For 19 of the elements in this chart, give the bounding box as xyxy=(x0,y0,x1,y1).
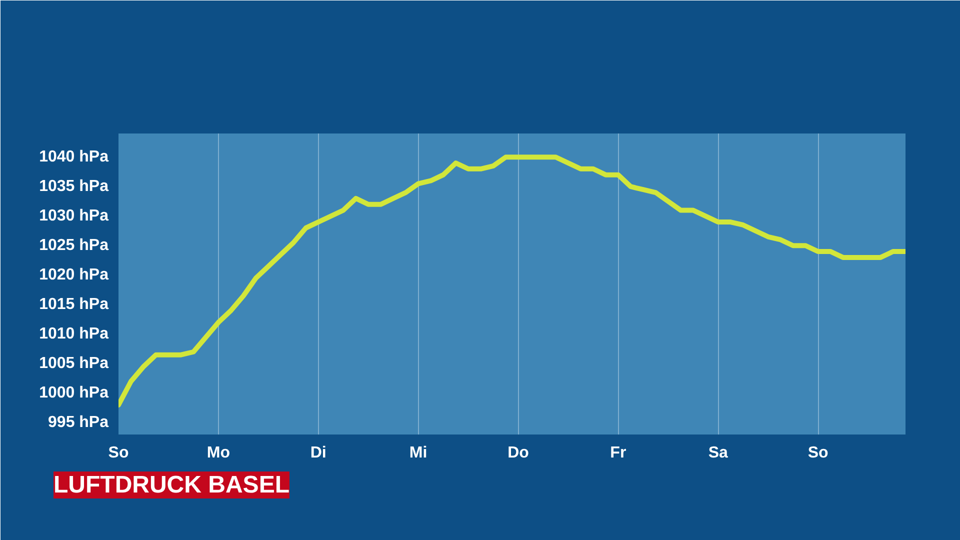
y-tick-label: 1040 hPa xyxy=(39,148,109,166)
x-tick-label: Mi xyxy=(409,444,428,462)
x-tick-label: Sa xyxy=(708,444,728,462)
x-tick-label: So xyxy=(108,444,129,462)
y-tick-label: 1000 hPa xyxy=(39,384,109,402)
x-tick-label: Fr xyxy=(610,444,626,462)
y-tick-label: 1030 hPa xyxy=(39,208,109,225)
y-tick-label: 1015 hPa xyxy=(39,296,109,314)
y-tick-label: 1025 hPa xyxy=(39,237,109,254)
y-tick-label: 1010 hPa xyxy=(39,326,109,343)
x-tick-label: Mo xyxy=(206,444,230,462)
y-tick-label: 1035 hPa xyxy=(39,178,109,196)
x-tick-label: Di xyxy=(310,444,326,462)
x-tick-label: So xyxy=(808,444,829,462)
text: LUFTDRUCK BASEL xyxy=(54,472,290,498)
x-tick-label: Do xyxy=(508,444,530,462)
y-tick-label: 995 hPa xyxy=(48,414,109,432)
y-tick-label: 1020 hPa xyxy=(39,266,109,284)
y-tick-label: 1005 hPa xyxy=(39,355,109,372)
